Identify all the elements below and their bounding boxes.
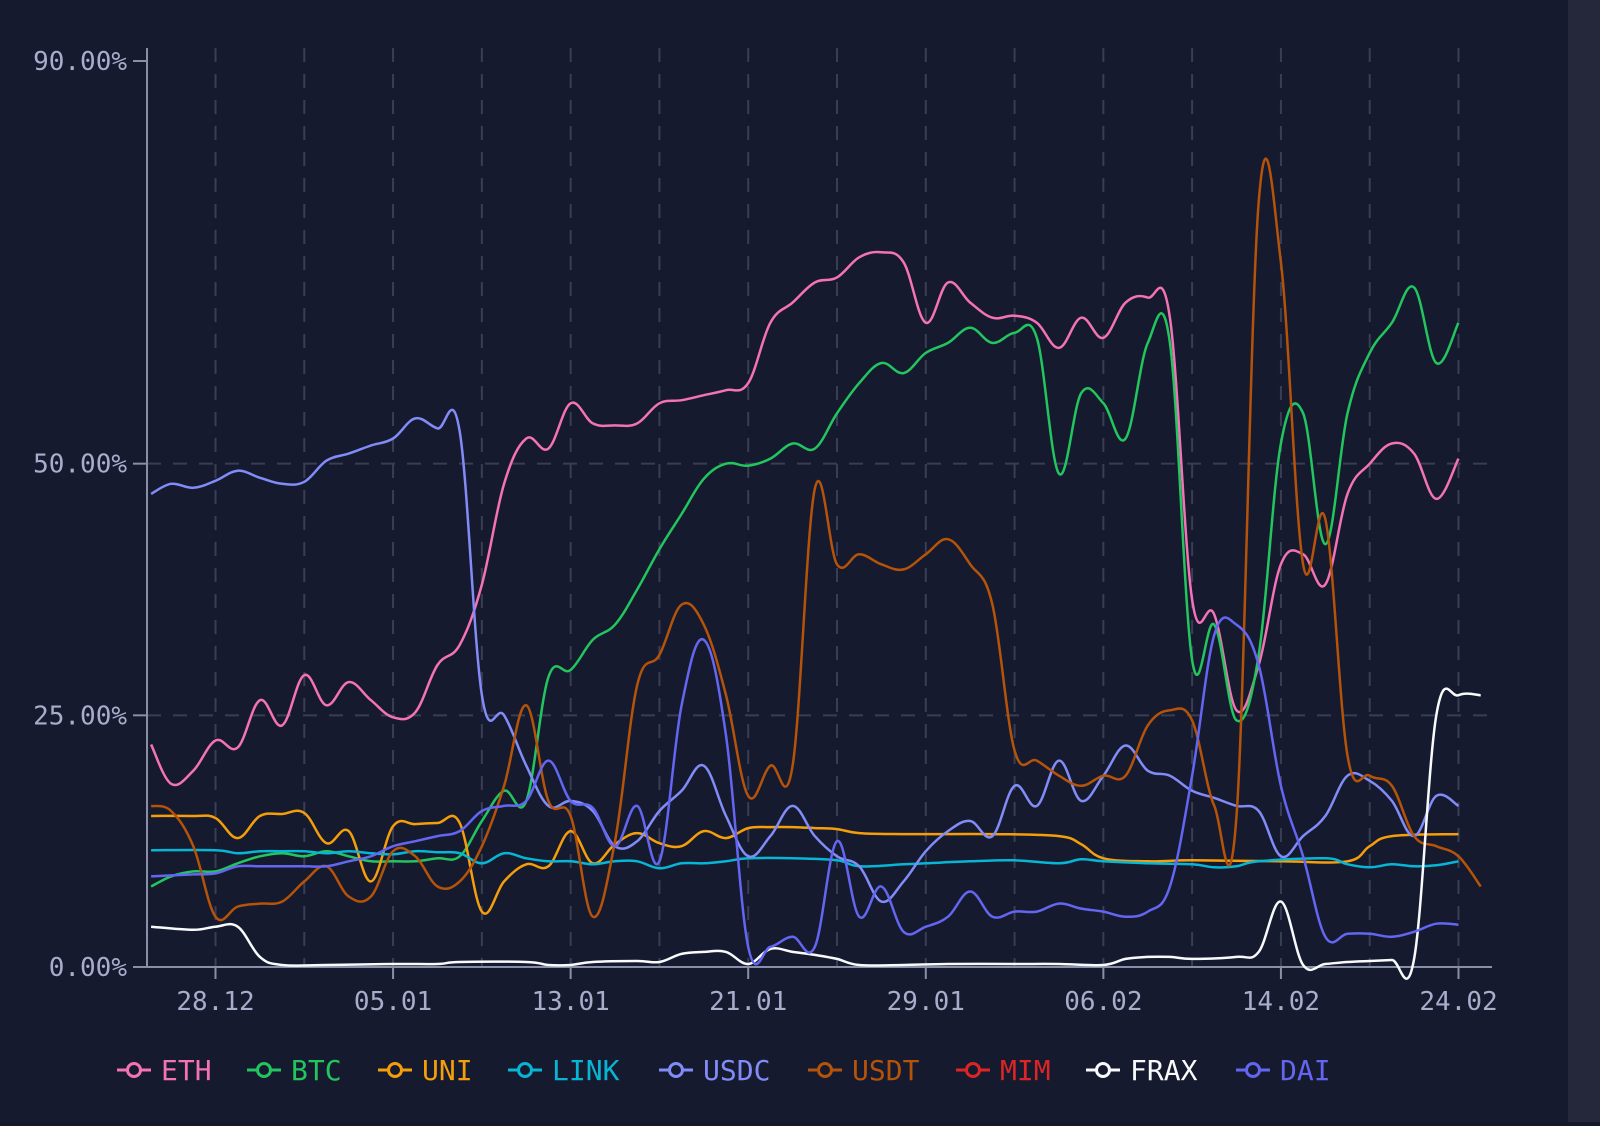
legend-item-link[interactable]: LINK [508,1054,620,1087]
legend-label: BTC [291,1054,342,1087]
legend-marker-icon [668,1062,684,1078]
chart-page: 0.00% 25.00% 50.00% 90.00% 28.12 05.01 13.01 2… [33,47,1498,1087]
x-tick-label: 21.01 [709,987,787,1017]
y-axis-labels: 0.00% 25.00% 50.00% 90.00% [33,47,127,983]
series-line-frax [151,687,1481,980]
legend-label: UNI [422,1054,473,1087]
legend-label: USDT [852,1054,920,1087]
series-line-link [151,848,1459,870]
legend-label: FRAX [1130,1054,1198,1087]
x-tick-label: 14.02 [1242,987,1320,1017]
legend-marker-icon [387,1062,403,1078]
legend-item-eth[interactable]: ETH [117,1054,212,1087]
series-lines [149,157,1482,980]
legend-item-mim[interactable]: MIM [956,1054,1051,1087]
y-tick-label: 50.00% [33,450,127,480]
y-tick-label: 90.00% [33,47,127,77]
series-line-usdt [150,157,1482,922]
legend-marker-icon [517,1062,533,1078]
series-line-uni [151,809,1459,915]
legend-item-frax[interactable]: FRAX [1086,1054,1198,1087]
legend-label: MIM [1000,1054,1051,1087]
series-line-dai [151,616,1459,966]
y-tick-label: 0.00% [49,953,128,983]
legend-item-usdc[interactable]: USDC [659,1054,770,1087]
line-chart: 0.00%25.00%50.00%90.00% 28.12 05.01 13.01 2… [33,47,1498,1087]
right-edge-strip [1568,0,1600,1122]
legend-marker-icon [256,1062,272,1078]
series-line-eth [149,250,1460,787]
legend-marker-icon [1245,1062,1261,1078]
legend-item-dai[interactable]: DAI [1236,1054,1331,1087]
legend-marker-icon [1095,1062,1111,1078]
x-tick-label: 13.01 [532,987,610,1017]
series-line-btc [150,285,1460,888]
legend-marker-icon [965,1062,981,1078]
x-tick-label: 06.02 [1064,987,1142,1017]
legend-label: USDC [703,1054,770,1087]
legend-marker-icon [126,1062,142,1078]
legend-item-uni[interactable]: UNI [378,1054,473,1087]
x-tick-label: 28.12 [176,987,254,1017]
x-axis-labels: 28.12 05.01 13.01 21.01 29.01 06.02 14.02 24.02 [176,987,1497,1017]
x-tick-label: 24.02 [1419,987,1497,1017]
legend-item-btc[interactable]: BTC [247,1054,342,1087]
x-tick-label: 29.01 [887,987,965,1017]
legend-marker-icon [817,1062,833,1078]
legend: ETH BTC UNI LINK USDC USDT MIM FRAX DAI [117,1054,1331,1087]
x-tick-label: 05.01 [354,987,432,1017]
legend-label: LINK [552,1054,620,1087]
y-tick-label: 25.00% [33,701,127,731]
legend-item-usdt[interactable]: USDT [808,1054,920,1087]
legend-label: ETH [161,1054,212,1087]
axes [133,48,1492,979]
legend-label: DAI [1280,1054,1331,1087]
